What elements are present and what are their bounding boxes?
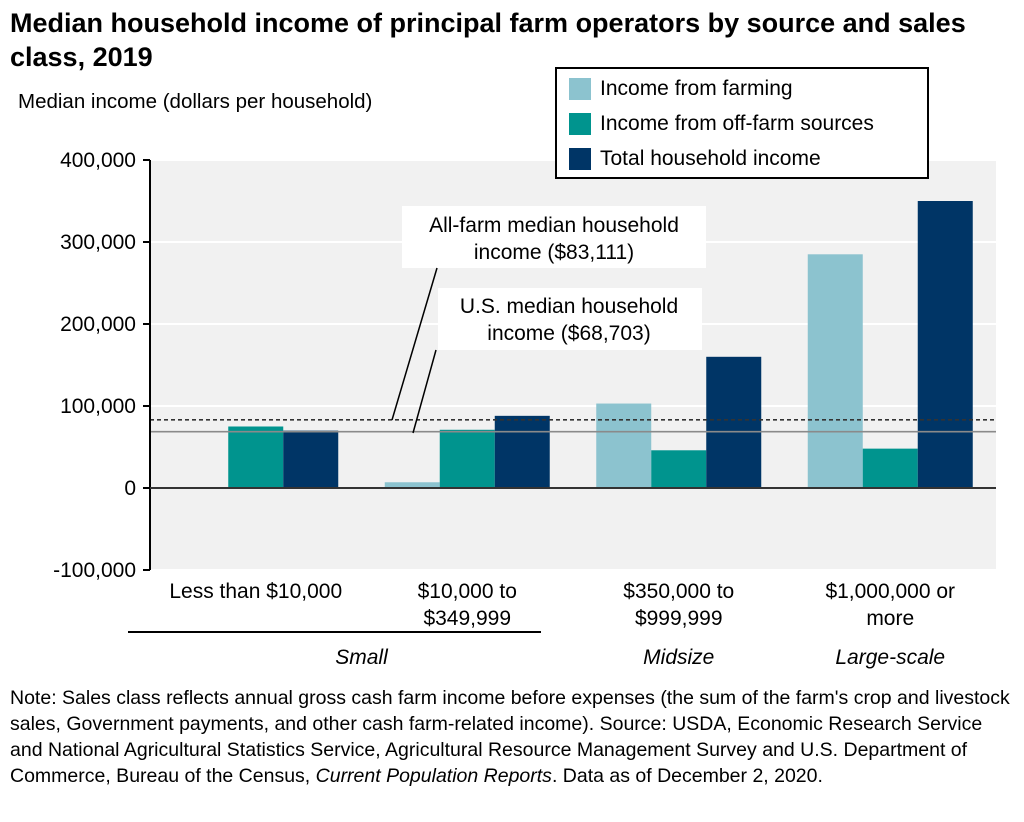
us-annotation-line1: U.S. median household <box>460 295 678 318</box>
us-annotation-box <box>438 288 702 350</box>
group-labels: Small Midsize Large-scale <box>335 646 945 669</box>
legend-swatch-farming <box>569 78 591 100</box>
all-farm-annotation-line2: income ($83,111) <box>474 241 634 264</box>
group-label: Midsize <box>643 646 714 669</box>
legend-label-total: Total household income <box>600 147 821 170</box>
note-date: . Data as of December 2, 2020. <box>551 765 823 787</box>
bar <box>439 429 495 488</box>
chart-title: Median household income of principal far… <box>10 8 966 72</box>
bar <box>706 356 762 488</box>
category-label: $999,999 <box>635 607 723 630</box>
bar <box>596 403 652 488</box>
bar <box>494 415 550 488</box>
bar <box>862 448 918 488</box>
y-tick-label: 200,000 <box>60 313 136 336</box>
note-publication: Current Population Reports <box>315 765 552 787</box>
legend-item-off-farm: Income from off-farm sources <box>569 111 874 137</box>
chart-legend: Income from farming Income from off-farm… <box>555 67 929 179</box>
category-label: Less than $10,000 <box>169 580 342 603</box>
y-tick-label: -100,000 <box>53 559 136 582</box>
category-labels: Less than $10,000 $10,000 to $349,999 $350,… <box>169 580 955 630</box>
us-callout-line <box>412 349 437 434</box>
y-tick-label: 0 <box>124 477 136 500</box>
bar <box>917 201 973 488</box>
y-tick-label: 100,000 <box>60 395 136 418</box>
category-label: $350,000 to <box>623 580 734 603</box>
bar <box>283 430 339 488</box>
bar <box>807 254 863 488</box>
y-axis-label: Median income (dollars per household) <box>18 90 373 113</box>
bar-chart: -100,000 0 100,000 200,000 300,000 400,000 Le… <box>53 149 996 669</box>
y-tick-label: 400,000 <box>60 149 136 172</box>
bar <box>384 482 440 488</box>
legend-item-farming: Income from farming <box>569 76 793 102</box>
y-tick-label: 300,000 <box>60 231 136 254</box>
us-annotation-line2: income ($68,703) <box>487 322 650 345</box>
category-label: $1,000,000 or <box>825 580 955 603</box>
legend-label-off-farm: Income from off-farm sources <box>600 112 874 135</box>
legend-swatch-total <box>569 148 591 170</box>
chart-note: Note: Sales class reflects annual gross … <box>10 685 1018 789</box>
legend-item-total: Total household income <box>569 146 821 172</box>
all-farm-annotation-box <box>402 206 706 268</box>
note-text: Note: Sales class reflects annual gross … <box>10 687 1010 787</box>
category-label: more <box>866 607 914 630</box>
bars <box>173 201 973 489</box>
category-label: $349,999 <box>423 607 511 630</box>
category-label: $10,000 to <box>418 580 517 603</box>
all-farm-annotation-line1: All-farm median household <box>429 214 679 237</box>
group-label: Small <box>335 646 389 669</box>
reference-lines <box>150 419 996 433</box>
all-farm-callout-line <box>391 267 438 421</box>
bar <box>651 450 707 488</box>
legend-swatch-off-farm <box>569 113 591 135</box>
y-tick-labels: -100,000 0 100,000 200,000 300,000 400,000 <box>53 149 150 582</box>
bar <box>228 426 284 488</box>
legend-label-farming: Income from farming <box>600 77 793 100</box>
group-label: Large-scale <box>835 646 945 669</box>
